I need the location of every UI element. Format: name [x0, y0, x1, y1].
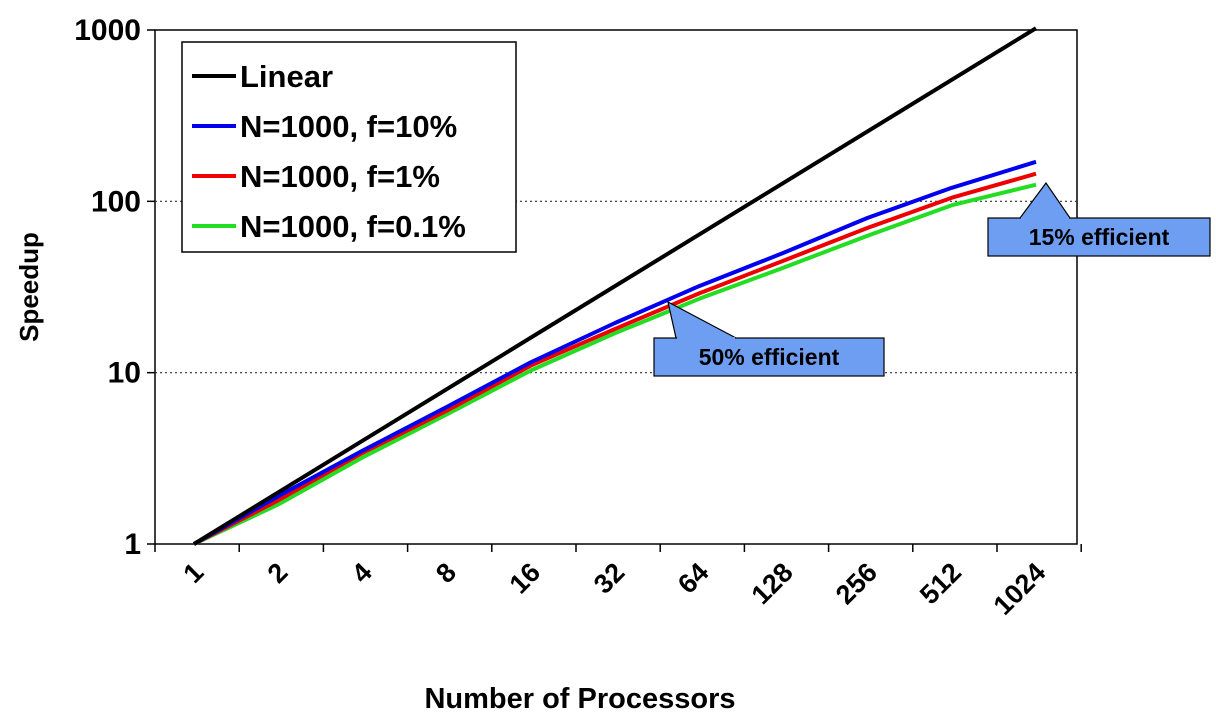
x-tick-label: 128: [746, 557, 799, 610]
legend-label: N=1000, f=1%: [240, 159, 440, 194]
callout-box: [987, 217, 1211, 257]
annotations: 50% efficient 15% efficient: [653, 181, 1211, 377]
grid-lines: [155, 200, 1077, 374]
legend-box: [181, 41, 517, 253]
y-tick-labels: 1 10 100 1000: [74, 14, 141, 561]
x-tick-label: 2: [262, 557, 294, 589]
legend: Linear N=1000, f=10% N=1000, f=1% N=1000, f…: [181, 41, 517, 253]
x-tick-label: 512: [914, 557, 967, 610]
callout-label: 50% efficient: [699, 344, 840, 370]
x-tick-label: 1024: [988, 557, 1052, 621]
y-tick-label: 100: [91, 185, 141, 218]
series-line: [193, 171, 1037, 546]
x-tick-label: 256: [830, 557, 883, 610]
y-tick-label: 10: [108, 357, 141, 390]
series-lines: [192, 26, 1038, 546]
x-tick-label: 8: [430, 557, 462, 589]
series-line: [193, 159, 1037, 546]
callout: 15% efficient: [987, 181, 1211, 257]
x-tick-label: 16: [504, 557, 546, 599]
legend-label: Linear: [240, 59, 333, 94]
y-tick-label: 1000: [74, 14, 141, 47]
legend-label: N=1000, f=10%: [240, 109, 457, 144]
legend-label: N=1000, f=0.1%: [240, 209, 466, 244]
series-line: [193, 182, 1037, 546]
x-tick-label: 1: [178, 557, 210, 589]
y-tick-label: 1: [124, 528, 141, 561]
callout: 50% efficient: [653, 300, 885, 377]
x-tick-label: 64: [672, 557, 714, 599]
callout-box: [653, 337, 885, 377]
x-tick-labels: 1 2 4 8 16 32 64 128 256 512 1024: [178, 557, 1052, 621]
x-tick-label: 4: [346, 557, 378, 589]
series-line: [192, 26, 1038, 546]
y-axis-label: Speedup: [14, 232, 44, 342]
axis-ticks: [147, 29, 1082, 552]
x-axis-label: Number of Processors: [424, 683, 735, 715]
callout-label: 15% efficient: [1029, 224, 1170, 250]
x-tick-label: 32: [588, 557, 630, 599]
